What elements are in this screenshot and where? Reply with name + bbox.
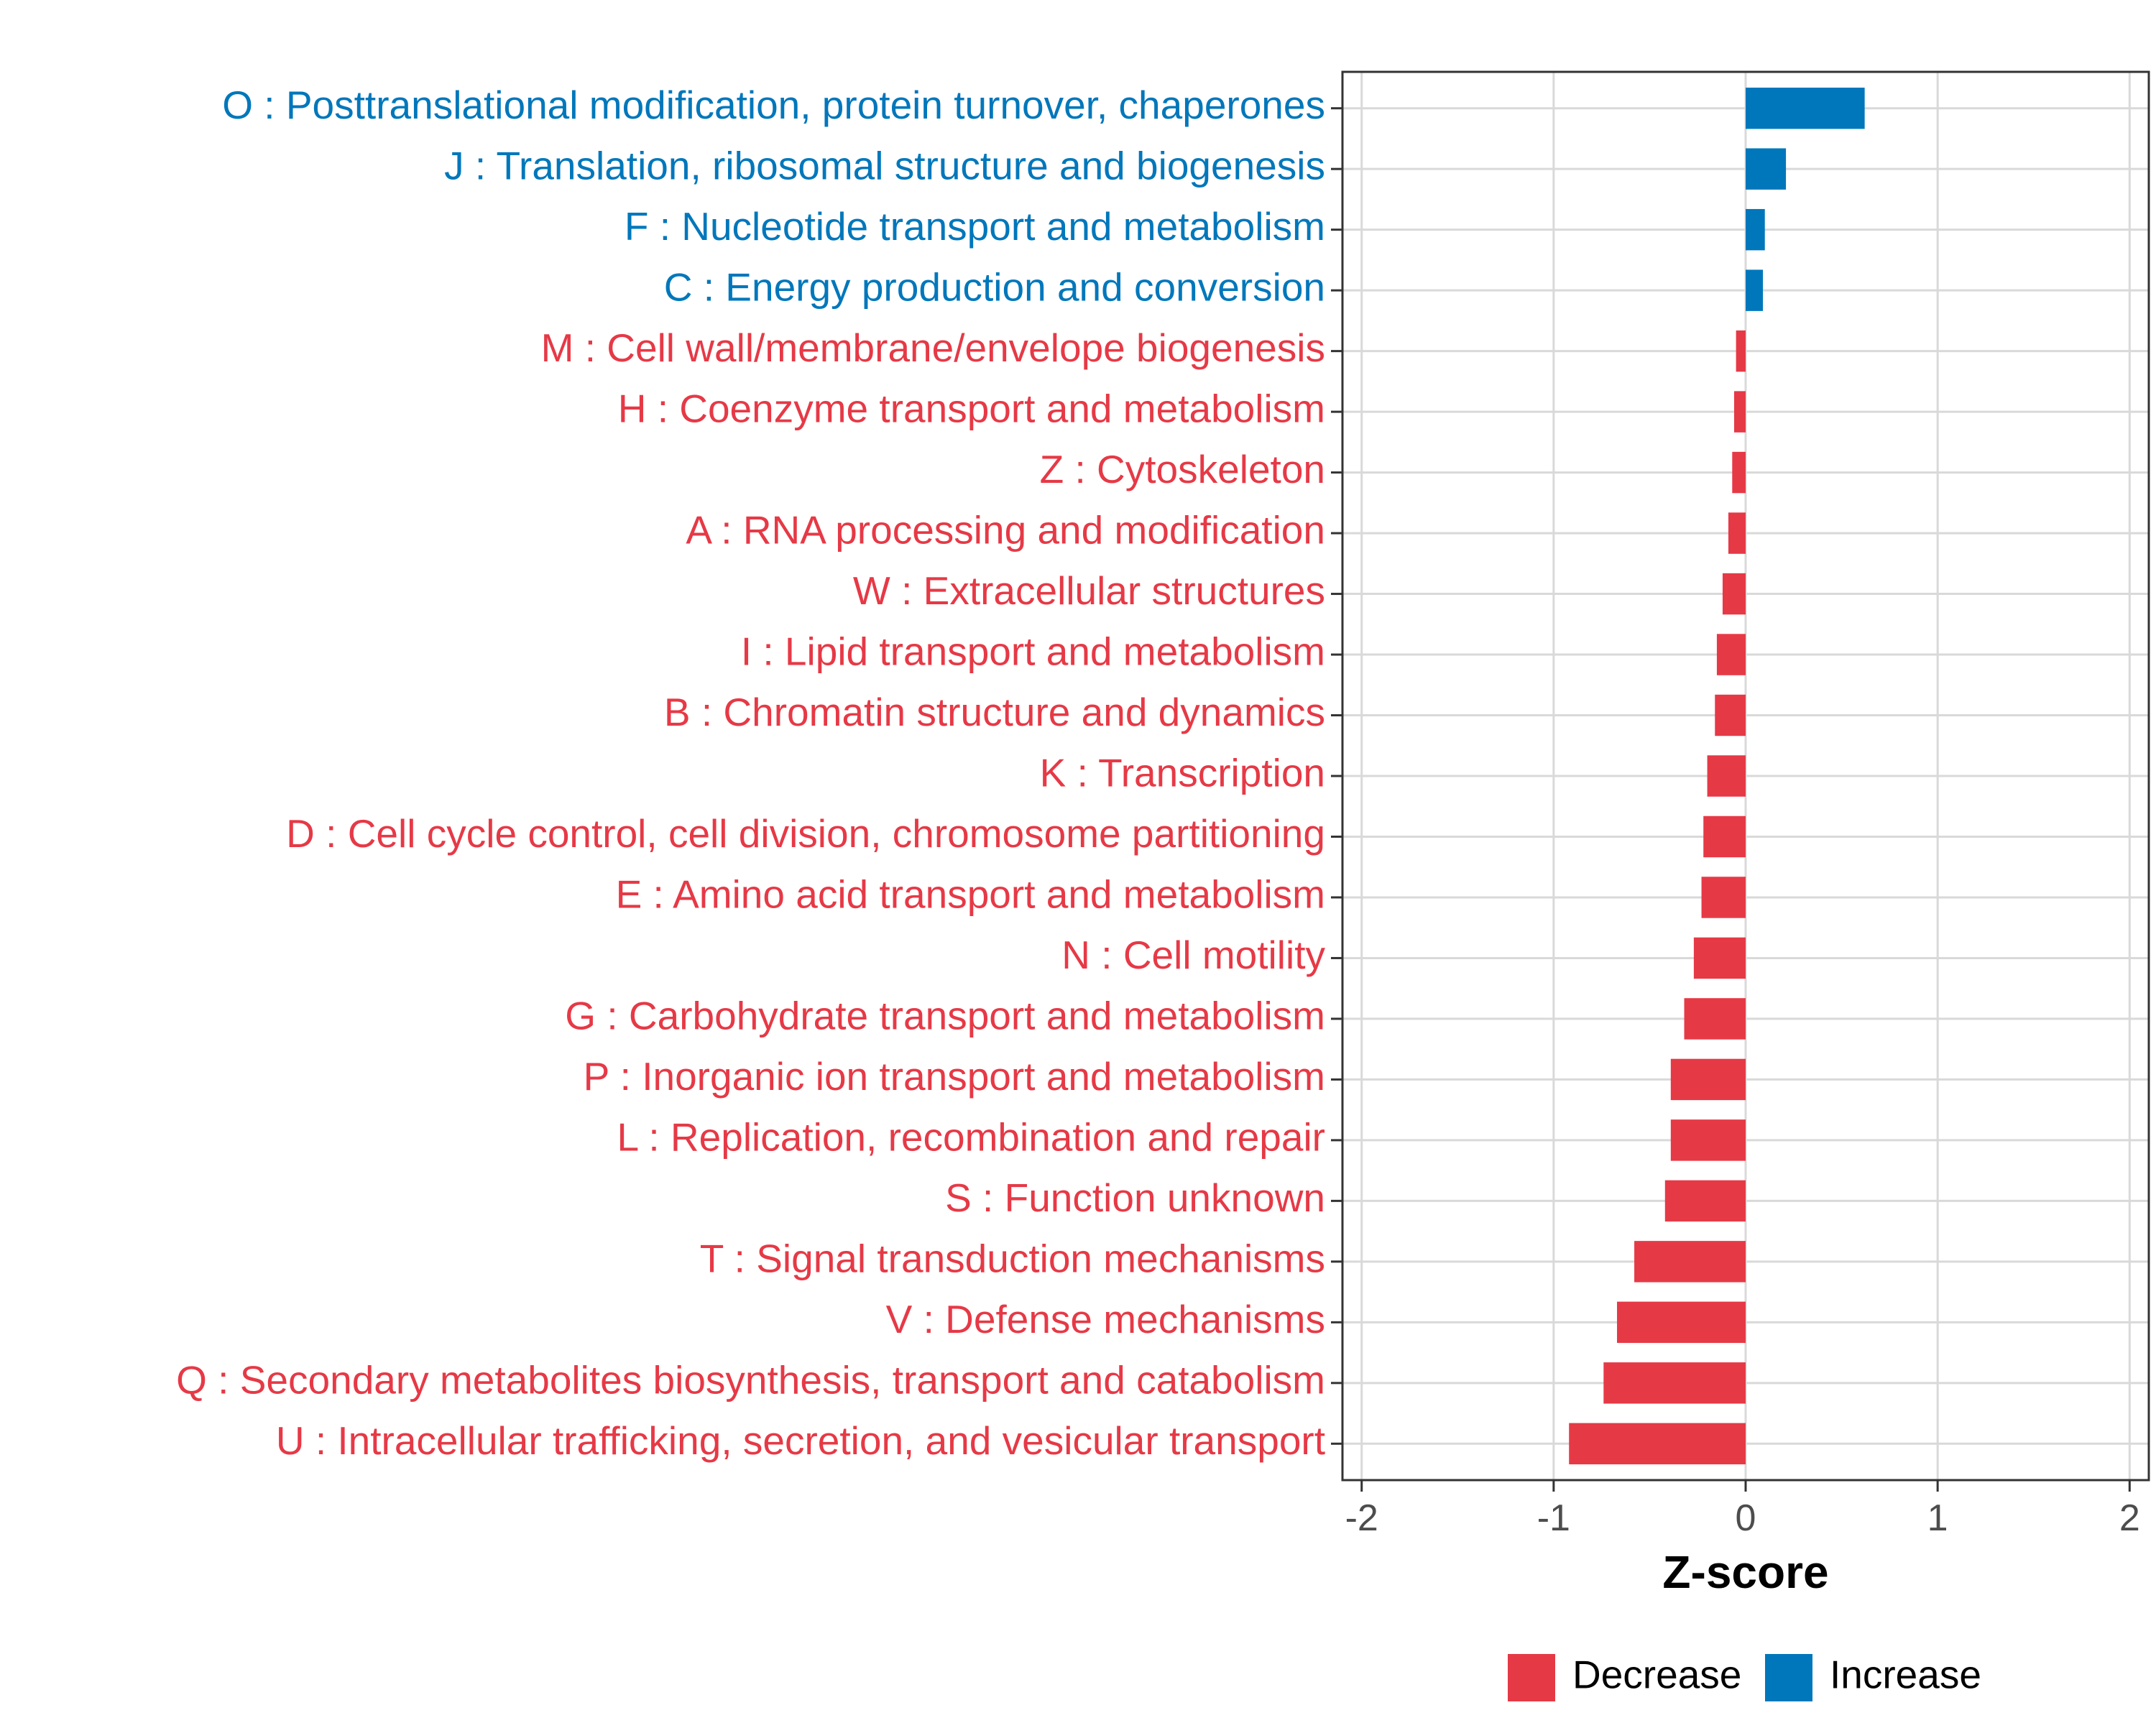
bar-decrease [1728, 512, 1746, 554]
category-label: K : Transcription [1040, 751, 1325, 795]
bar-decrease [1617, 1301, 1746, 1344]
bar-decrease [1722, 573, 1746, 615]
category-label: F : Nucleotide transport and metabolism [625, 204, 1325, 249]
x-tick-label: -1 [1537, 1497, 1570, 1539]
bar-decrease [1716, 634, 1746, 675]
bar-increase [1746, 208, 1765, 251]
category-label: H : Coenzyme transport and metabolism [618, 387, 1325, 431]
bar-decrease [1736, 330, 1746, 372]
category-label: L : Replication, recombination and repai… [617, 1114, 1325, 1159]
x-tick-label: -2 [1345, 1497, 1378, 1539]
legend-label-increase: Increase [1830, 1653, 1981, 1697]
x-tick-label: 2 [2119, 1497, 2140, 1539]
bar-decrease [1670, 1058, 1746, 1101]
bar-decrease [1664, 1180, 1746, 1222]
category-label: O : Posttranslational modification, prot… [222, 83, 1325, 127]
category-label: C : Energy production and conversion [664, 265, 1325, 310]
category-label: U : Intracellular trafficking, secretion… [276, 1418, 1325, 1463]
bar-decrease [1703, 816, 1746, 858]
category-label: N : Cell motility [1061, 933, 1325, 977]
x-tick-label: 0 [1736, 1497, 1756, 1539]
category-label: D : Cell cycle control, cell division, c… [286, 811, 1325, 856]
category-label: E : Amino acid transport and metabolism [616, 872, 1325, 916]
bar-decrease [1603, 1362, 1746, 1404]
category-label: J : Translation, ribosomal structure and… [444, 144, 1325, 188]
x-axis-title: Z-score [1662, 1546, 1828, 1598]
bar-decrease [1733, 391, 1746, 433]
legend-swatch-increase [1765, 1654, 1812, 1701]
x-tick-label: 1 [1927, 1497, 1948, 1539]
category-label: T : Signal transduction mechanisms [700, 1236, 1325, 1280]
legend-label-decrease: Decrease [1572, 1653, 1741, 1697]
bar-increase [1746, 148, 1787, 190]
bar-decrease [1707, 755, 1746, 797]
category-label: B : Chromatin structure and dynamics [664, 690, 1325, 734]
category-label: M : Cell wall/membrane/envelope biogenes… [541, 325, 1325, 370]
category-label: Q : Secondary metabolites biosynthesis, … [176, 1357, 1325, 1402]
category-label: I : Lipid transport and metabolism [741, 629, 1325, 674]
category-label: P : Inorganic ion transport and metaboli… [584, 1054, 1325, 1099]
bar-decrease [1701, 877, 1746, 918]
category-label: S : Function unknown [945, 1175, 1325, 1220]
bar-decrease [1684, 998, 1746, 1040]
bar-decrease [1732, 451, 1746, 494]
category-label: W : Extracellular structures [853, 568, 1325, 613]
bar-decrease [1670, 1119, 1746, 1161]
category-label: Z : Cytoskeleton [1040, 447, 1325, 491]
category-label: V : Defense mechanisms [886, 1297, 1325, 1341]
category-label: A : RNA processing and modification [686, 508, 1325, 553]
bar-decrease [1693, 937, 1746, 979]
bar-decrease [1634, 1241, 1746, 1283]
bar-increase [1746, 87, 1865, 129]
legend-swatch-decrease [1508, 1654, 1555, 1701]
bar-decrease [1715, 694, 1746, 736]
category-label: G : Carbohydrate transport and metabolis… [565, 993, 1325, 1038]
bar-decrease [1569, 1423, 1746, 1465]
bar-increase [1746, 269, 1764, 311]
